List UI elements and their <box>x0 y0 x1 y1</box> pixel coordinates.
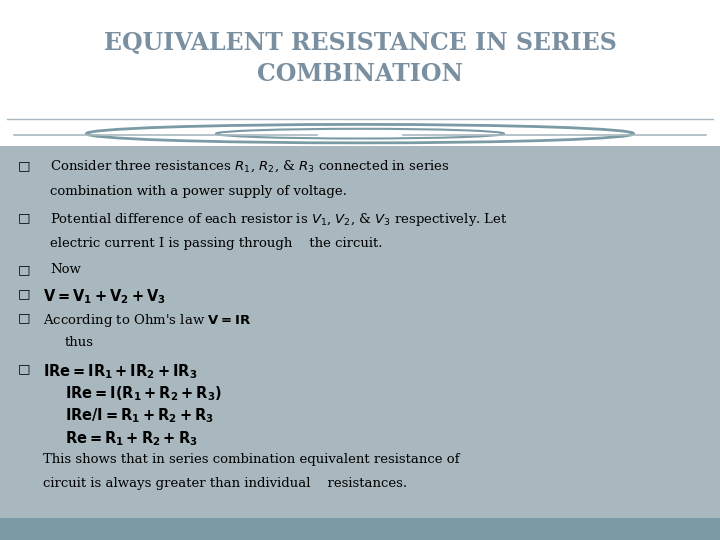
Text: □: □ <box>18 159 30 172</box>
Text: circuit is always greater than individual    resistances.: circuit is always greater than individua… <box>43 477 408 490</box>
Text: $\mathbf{IRe/I = R_1 + R_2 + R_3}$: $\mathbf{IRe/I = R_1 + R_2 + R_3}$ <box>65 407 214 426</box>
Text: □: □ <box>18 263 30 276</box>
Text: thus: thus <box>65 336 94 349</box>
Text: Now: Now <box>50 263 81 276</box>
Text: $\mathbf{Re = R_1 + R_2 + R_3}$: $\mathbf{Re = R_1 + R_2 + R_3}$ <box>65 429 197 448</box>
Text: combination with a power supply of voltage.: combination with a power supply of volta… <box>50 185 347 198</box>
Circle shape <box>216 129 504 138</box>
Text: Consider three resistances $R_{1}$, $R_{2}$, & $R_{3}$ connected in series: Consider three resistances $R_{1}$, $R_{… <box>50 159 450 174</box>
Text: This shows that in series combination equivalent resistance of: This shows that in series combination eq… <box>43 453 459 466</box>
Text: Potential difference of each resistor is $V_{1}$, $V_{2}$, & $V_{3}$ respectivel: Potential difference of each resistor is… <box>50 211 508 228</box>
Text: $\mathbf{IRe = IR_1 + IR_2 + IR_3}$: $\mathbf{IRe = IR_1 + IR_2 + IR_3}$ <box>43 362 198 381</box>
Text: □: □ <box>18 362 30 375</box>
Text: □: □ <box>18 312 30 325</box>
Text: According to Ohm's law $\mathbf{V = IR}$: According to Ohm's law $\mathbf{V = IR}$ <box>43 312 251 329</box>
Text: $\mathbf{IRe = I(R_1 + R_2 + R_3)}$: $\mathbf{IRe = I(R_1 + R_2 + R_3)}$ <box>65 384 222 403</box>
Text: electric current I is passing through    the circuit.: electric current I is passing through th… <box>50 237 383 250</box>
Text: EQUIVALENT RESISTANCE IN SERIES
COMBINATION: EQUIVALENT RESISTANCE IN SERIES COMBINAT… <box>104 31 616 86</box>
Text: □: □ <box>18 211 30 224</box>
Text: $\mathbf{V = V_1 + V_2 + V_3}$: $\mathbf{V = V_1 + V_2 + V_3}$ <box>43 287 166 306</box>
Text: □: □ <box>18 287 30 300</box>
